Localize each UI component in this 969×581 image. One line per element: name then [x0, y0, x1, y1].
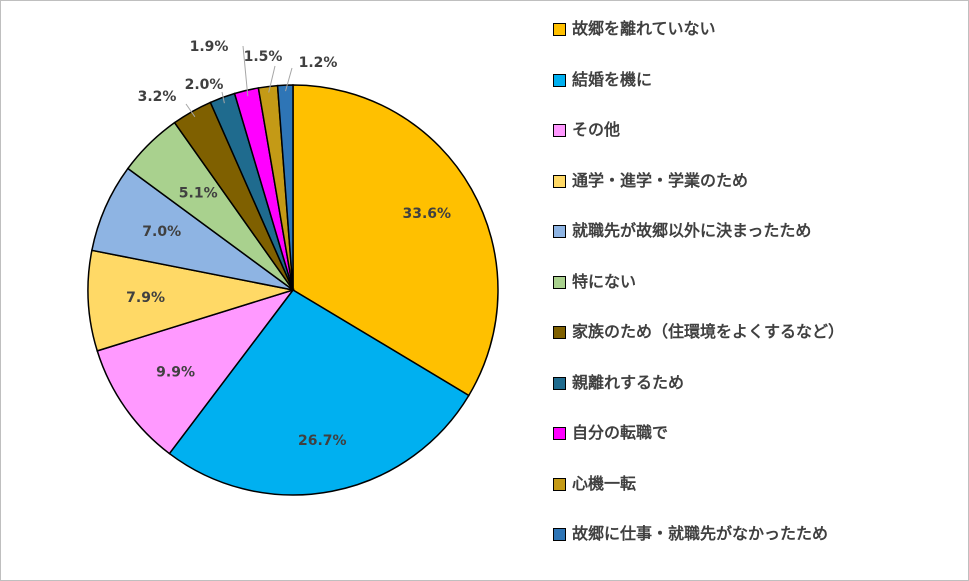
- pie-slice: [168, 289, 470, 496]
- pie-slice: [96, 288, 296, 455]
- legend-swatch: [553, 275, 566, 289]
- legend-label: 結婚を機に: [572, 69, 653, 89]
- legend-swatch: [553, 73, 566, 87]
- legend-label: 通学・進学・学業のため: [572, 170, 749, 190]
- pie-slice: [276, 84, 294, 291]
- legend-label: 故郷に仕事・就職先がなかったため: [572, 524, 829, 543]
- legend-label: 家族のため（住環境をよくするなど）: [572, 322, 845, 341]
- slice-data-label: 3.2%: [138, 89, 177, 105]
- legend-item: 就職先が故郷以外に決まったため: [553, 220, 844, 271]
- legend-label: その他: [572, 120, 621, 139]
- legend-swatch: [553, 23, 566, 36]
- legend-item: 故郷を離れていない: [553, 18, 844, 69]
- pie-slice: [87, 249, 294, 352]
- leader-line: [221, 91, 225, 104]
- legend-swatch: [553, 326, 566, 339]
- legend-swatch: [553, 477, 566, 491]
- legend-swatch: [553, 427, 566, 440]
- slice-data-label: 1.2%: [299, 55, 338, 71]
- slice-data-label: 2.0%: [185, 77, 224, 93]
- pie-slice: [292, 84, 499, 397]
- slice-data-label: 9.9%: [156, 365, 195, 381]
- legend-swatch: [553, 174, 566, 188]
- legend-swatch: [553, 528, 566, 541]
- legend-label: 自分の転職で: [572, 423, 669, 442]
- slice-data-label: 1.9%: [190, 39, 229, 55]
- legend-label: 親離れするため: [572, 372, 685, 392]
- legend-swatch: [553, 225, 566, 238]
- legend-swatch: [553, 376, 566, 390]
- legend-item: 自分の転職で: [553, 422, 844, 473]
- legend-item: 親離れするため: [553, 372, 844, 423]
- legend-label: 故郷を離れていない: [572, 19, 716, 38]
- legend-item: 結婚を機に: [553, 69, 844, 120]
- legend-label: 就職先が故郷以外に決まったため: [572, 221, 812, 240]
- leader-line: [242, 45, 249, 97]
- legend-item: その他: [553, 119, 844, 170]
- slice-data-label: 26.7%: [298, 433, 347, 449]
- slice-data-label: 7.0%: [142, 224, 181, 240]
- slice-data-label: 33.6%: [403, 206, 452, 222]
- legend: 故郷を離れていない 結婚を機にその他通学・進学・学業のため就職先が故郷以外に決まっ…: [553, 18, 844, 574]
- legend-swatch: [553, 124, 566, 137]
- leader-line: [268, 65, 276, 93]
- slice-data-label: 7.9%: [126, 290, 165, 306]
- legend-item: 特にない: [553, 271, 844, 322]
- legend-item: 心機一転: [553, 473, 844, 524]
- legend-item: 家族のため（住環境をよくするなど）: [553, 321, 844, 372]
- leader-line: [285, 67, 293, 92]
- legend-item: 故郷に仕事・就職先がなかったため: [553, 523, 844, 574]
- legend-item: 通学・進学・学業のため: [553, 170, 844, 221]
- legend-label: 心機一転: [572, 473, 637, 493]
- legend-label: 特にない: [572, 271, 637, 291]
- slice-data-label: 5.1%: [179, 185, 218, 201]
- leader-line: [185, 103, 196, 118]
- slice-data-label: 1.5%: [244, 49, 283, 65]
